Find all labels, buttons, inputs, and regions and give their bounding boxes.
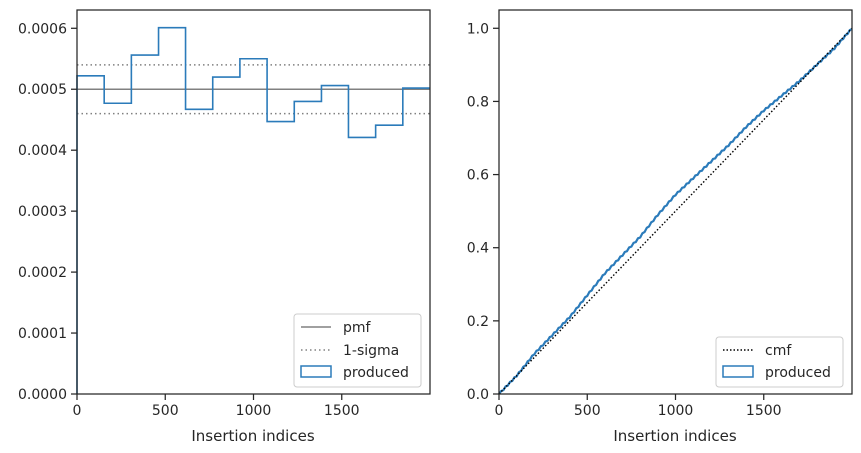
- histogram-plot-area: [76, 26, 430, 394]
- legend-pmf-label: pmf: [343, 320, 372, 336]
- histogram-panel: 0 500 1000 1500 0.00000.00010.00020.00030.0…: [18, 9, 431, 445]
- histogram-y-tick-label: 0.0004: [18, 143, 67, 159]
- histogram-bin: [267, 122, 294, 394]
- histogram-x-tick-label: 0: [73, 403, 82, 419]
- legend-sigma-label: 1-sigma: [343, 343, 399, 359]
- cumulative-y-tick-label: 0.4: [467, 241, 489, 257]
- produced-histogram: [76, 26, 430, 394]
- histogram-bin: [213, 77, 240, 394]
- cumulative-panel: 0 500 1000 1500 0.0 0.2 0.4 0.6 0.8 1.0 Insertio…: [467, 9, 853, 445]
- produced-cumulative-line: [498, 28, 853, 395]
- histogram-bin: [131, 55, 158, 394]
- cmf-line: [498, 27, 853, 395]
- legend-produced-label-right: produced: [765, 365, 831, 381]
- cumulative-y-tick-label: 0.2: [467, 314, 489, 330]
- cumulative-x-tick-label: 500: [574, 403, 601, 419]
- legend-produced-swatch-right: [722, 365, 754, 378]
- histogram-bin: [240, 59, 267, 394]
- legend-produced-label: produced: [343, 365, 409, 381]
- cumulative-plot-area: [498, 27, 853, 395]
- cumulative-y-tick-label: 1.0: [467, 21, 489, 37]
- cumulative-legend: cmf produced: [715, 336, 844, 388]
- histogram-y-tick-label: 0.0003: [18, 204, 67, 220]
- cumulative-x-tick-label: 0: [495, 403, 504, 419]
- histogram-x-tick-label: 1000: [236, 403, 272, 419]
- legend-cmf-label: cmf: [765, 343, 792, 359]
- histogram-y-tick-label: 0.0000: [18, 387, 67, 403]
- cumulative-y-ticks: 0.0 0.2 0.4 0.6 0.8 1.0: [467, 21, 499, 403]
- cumulative-x-tick-label: 1000: [658, 403, 694, 419]
- histogram-legend: pmf 1-sigma produced: [293, 313, 422, 388]
- histogram-x-axis-label: Insertion indices: [191, 427, 314, 445]
- histogram-y-tick-label: 0.0005: [18, 82, 67, 98]
- histogram-x-tick-label: 1500: [324, 403, 360, 419]
- histogram-y-tick-label: 0.0006: [18, 21, 67, 37]
- cumulative-x-ticks: 0 500 1000 1500: [495, 394, 782, 419]
- cumulative-x-axis-label: Insertion indices: [613, 427, 736, 445]
- histogram-bin: [186, 109, 213, 394]
- cumulative-y-tick-label: 0.8: [467, 94, 489, 110]
- cumulative-x-tick-label: 1500: [746, 403, 782, 419]
- cumulative-y-tick-label: 0.0: [467, 387, 489, 403]
- cumulative-y-tick-label: 0.6: [467, 168, 489, 184]
- legend-produced-swatch: [300, 365, 332, 378]
- histogram-bin: [77, 76, 104, 394]
- histogram-x-ticks: 0 500 1000 1500: [73, 394, 360, 419]
- histogram-y-tick-label: 0.0001: [18, 326, 67, 342]
- histogram-y-ticks: 0.0000 0.0001 0.0002 0.0003 0.0004 0.0005 0.00…: [18, 21, 77, 403]
- histogram-bin: [159, 28, 186, 394]
- histogram-legend-box: [293, 313, 422, 388]
- histogram-x-tick-label: 500: [152, 403, 179, 419]
- histogram-bin: [104, 103, 131, 394]
- histogram-y-tick-label: 0.0002: [18, 265, 67, 281]
